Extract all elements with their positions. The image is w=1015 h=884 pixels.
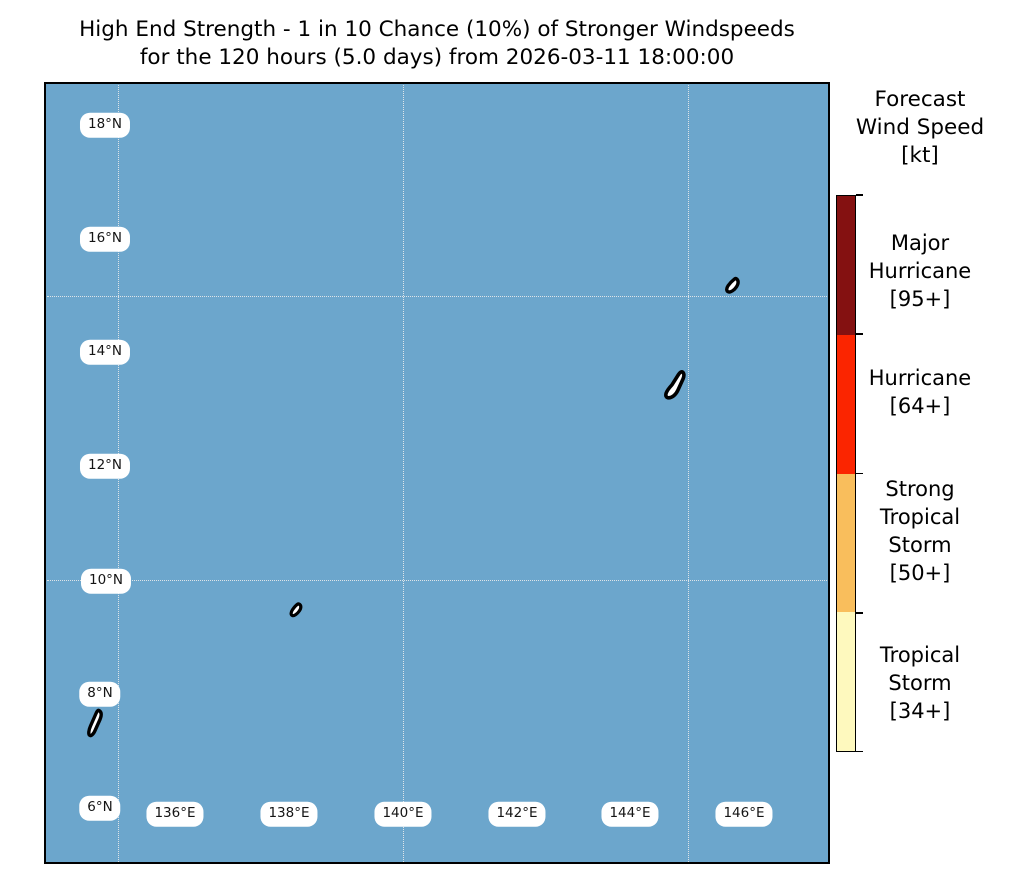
colorbar-tick [856,611,863,614]
figure-title: High End Strength - 1 in 10 Chance (10%)… [0,16,874,72]
colorbar-segment-tropical-storm [837,612,855,751]
colorbar-title-line1: Forecast [874,87,966,112]
colorbar-segment-strong-tropical-storm [837,473,855,613]
colorbar-segment-hurricane [837,334,855,474]
colorbar [836,195,856,752]
legend-label-tropical-storm: Tropical Storm [34+] [879,643,961,723]
map-canvas [44,82,830,864]
figure-title-line2: for the 120 hours (5.0 days) from 2026-0… [139,45,735,70]
colorbar-tick [856,194,863,196]
legend-label-hurricane: Hurricane [64+] [868,366,972,418]
colorbar-title-line3: [kt] [901,143,939,168]
legend-label-strong-tropical-storm: Strong Tropical Storm [50+] [879,477,961,585]
legend-label-major-hurricane: Major Hurricane [95+] [868,231,972,311]
colorbar-title-line2: Wind Speed [855,115,985,140]
colorbar-tick [856,333,863,336]
figure-title-line1: High End Strength - 1 in 10 Chance (10%)… [79,17,795,42]
colorbar-title: Forecast Wind Speed [kt] [836,86,1004,170]
colorbar-tick [856,472,863,475]
colorbar-tick [856,750,863,753]
colorbar-segment-major-hurricane [837,196,855,335]
